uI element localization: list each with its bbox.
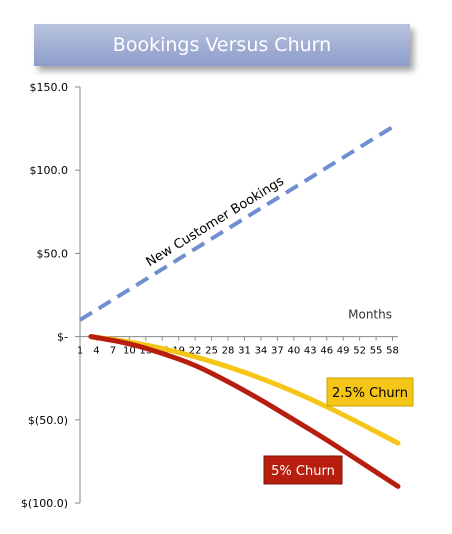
series-label-box-5-churn <box>263 455 343 485</box>
x-tick-label: 4 <box>93 346 99 357</box>
series-label-box-2-5-churn <box>326 377 414 407</box>
x-tick-label: 13 <box>139 346 152 357</box>
x-tick-label: 52 <box>353 346 366 357</box>
y-tick-label: $(50.0) <box>28 414 68 427</box>
series-label-new-customer-bookings: New Customer Bookings <box>144 174 287 270</box>
chart-title: Bookings Versus Churn <box>34 24 410 66</box>
y-tick-label: $50.0 <box>37 247 69 260</box>
x-tick-label: 1 <box>77 346 83 357</box>
series-line-5-churn <box>88 334 401 489</box>
y-tick-label: $(100.0) <box>21 497 68 510</box>
series-label-2-5-churn: 2.5% Churn <box>332 386 408 401</box>
x-tick-label: 31 <box>238 346 251 357</box>
x-tick-label: 28 <box>222 346 235 357</box>
x-tick-label: 58 <box>386 346 399 357</box>
x-tick-label: 43 <box>304 346 317 357</box>
x-tick-label: 34 <box>255 346 268 357</box>
x-tick-label: 40 <box>287 346 300 357</box>
x-tick-label: 10 <box>123 346 136 357</box>
y-tick-label: $- <box>57 331 68 344</box>
x-tick-label: 46 <box>320 346 333 357</box>
x-tick-label: 22 <box>189 346 202 357</box>
axes: $150.0 $100.0 $50.0 $- $(50.0) $(100.0) 1 4 7 10 1… <box>21 81 399 510</box>
y-tick-label: $100.0 <box>30 164 69 177</box>
series-label-5-churn: 5% Churn <box>271 464 335 479</box>
x-tick-label: 25 <box>205 346 218 357</box>
labels-layer: New Customer Bookings 2.5% Churn 5% Churn <box>144 174 414 485</box>
x-tick-label: 37 <box>271 346 284 357</box>
series-line-new-customer-bookings <box>78 121 400 322</box>
series-layer <box>78 121 401 489</box>
x-tick-label: 7 <box>110 346 116 357</box>
x-axis-label: Months <box>348 308 392 322</box>
x-tick-label: 55 <box>370 346 383 357</box>
x-tick-label: 49 <box>337 346 350 357</box>
y-tick-label: $150.0 <box>30 81 69 94</box>
